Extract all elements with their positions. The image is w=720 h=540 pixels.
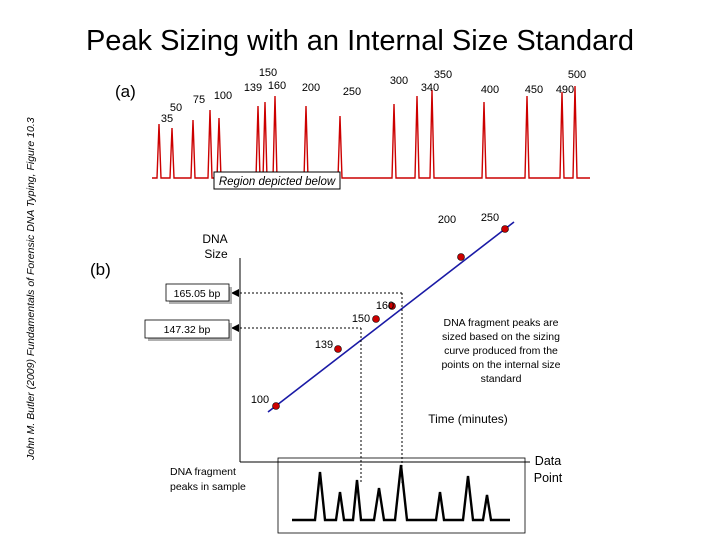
peak-label-300: 300 bbox=[390, 75, 408, 87]
point-label-100: 100 bbox=[251, 394, 269, 406]
point-160 bbox=[388, 302, 396, 310]
box-165 bbox=[165, 283, 230, 302]
note-line-1: DNA fragment peaks are bbox=[444, 317, 559, 329]
point-250 bbox=[501, 225, 509, 233]
note-line-5: standard bbox=[481, 373, 522, 385]
peak-label-500: 500 bbox=[568, 69, 586, 81]
box-165-label: 165.05 bp bbox=[174, 288, 221, 300]
peak-label-35: 35 bbox=[161, 113, 173, 125]
peak-label-100: 100 bbox=[214, 90, 232, 102]
point-150 bbox=[372, 315, 380, 323]
peak-label-150: 150 bbox=[259, 67, 277, 79]
peak-label-50: 50 bbox=[170, 102, 182, 114]
point-200 bbox=[457, 253, 465, 261]
electropherogram-trace bbox=[152, 85, 590, 179]
sample-box bbox=[277, 457, 526, 534]
box-147-label: 147.32 bp bbox=[164, 324, 211, 336]
peak-label-139: 139 bbox=[244, 82, 262, 94]
y-axis-label: DNA bbox=[202, 232, 227, 246]
peak-label-340: 340 bbox=[421, 82, 439, 94]
figure-citation: John M. Butler (2009) Fundamentals of Fo… bbox=[25, 117, 37, 461]
panel-a-label: (a) bbox=[115, 82, 136, 101]
peak-label-350: 350 bbox=[434, 69, 452, 81]
x-axis-label: Time (minutes) bbox=[428, 412, 508, 426]
sizing-curve bbox=[267, 221, 515, 413]
sample-label: DNA fragment bbox=[170, 466, 236, 478]
point-label-200: 200 bbox=[438, 214, 456, 226]
peak-label-400: 400 bbox=[481, 84, 499, 96]
page-title: Peak Sizing with an Internal Size Standa… bbox=[86, 25, 634, 57]
peak-label-75: 75 bbox=[193, 94, 205, 106]
data-point-label-line2: Point bbox=[534, 471, 563, 485]
peak-label-200: 200 bbox=[302, 82, 320, 94]
sample-trace bbox=[292, 464, 510, 522]
note-line-2: sized based on the sizing bbox=[442, 331, 560, 343]
point-label-160: 160 bbox=[376, 300, 394, 312]
note-line-3: curve produced from the bbox=[444, 345, 558, 357]
y-axis-label-line2: Size bbox=[204, 247, 228, 261]
peak-label-450: 450 bbox=[525, 84, 543, 96]
sample-label-line2: peaks in sample bbox=[170, 481, 246, 493]
box-147 bbox=[144, 319, 230, 339]
point-100 bbox=[272, 402, 280, 410]
peak-label-160: 160 bbox=[268, 80, 286, 92]
region-label: Region depicted below bbox=[219, 176, 336, 188]
peak-label-250: 250 bbox=[343, 86, 361, 98]
point-139 bbox=[334, 345, 342, 353]
note-line-4: points on the internal size bbox=[441, 359, 560, 371]
peak-label-490: 490 bbox=[556, 84, 574, 96]
data-point-label: Data bbox=[535, 454, 561, 468]
point-label-250: 250 bbox=[481, 212, 499, 224]
point-label-139: 139 bbox=[315, 339, 333, 351]
panel-b-label: (b) bbox=[90, 260, 111, 279]
point-label-150: 150 bbox=[352, 313, 370, 325]
region-box bbox=[213, 171, 341, 190]
